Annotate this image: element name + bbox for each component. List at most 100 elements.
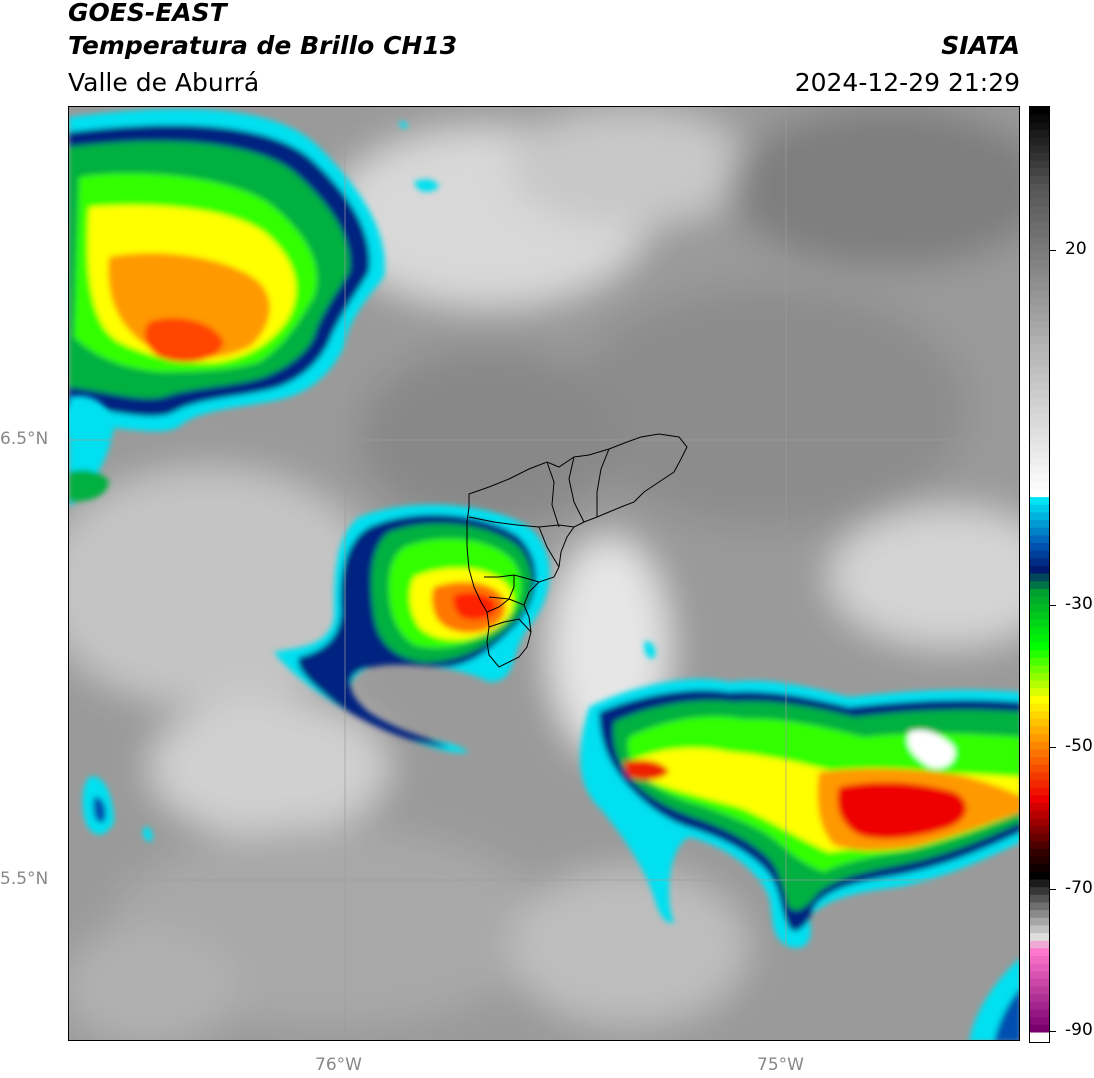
colorbar-band (1030, 313, 1049, 322)
colorbar-band (1030, 917, 1049, 926)
colorbar-band (1030, 497, 1049, 506)
cold-cloud-cell-southeast (580, 678, 1019, 948)
colorbar-band (1030, 978, 1049, 988)
colorbar-tick-minus90 (1050, 1031, 1056, 1032)
colorbar-band (1030, 489, 1049, 498)
colorbar-band (1030, 680, 1049, 689)
colorbar-band (1030, 627, 1049, 636)
cold-cloud-cell-west-edge (69, 395, 114, 507)
colorbar-band (1030, 657, 1049, 666)
municipal-boundaries (466, 433, 688, 668)
colorbar-label-minus50: -50 (1065, 736, 1093, 756)
colorbar-band (1030, 665, 1049, 674)
colorbar-band (1030, 757, 1049, 766)
lon-label-75w: 75°W (757, 1055, 804, 1075)
colorbar-label-20: 20 (1065, 239, 1087, 259)
colorbar-band (1030, 428, 1049, 437)
colorbar-band (1030, 367, 1049, 376)
colorbar-band (1030, 344, 1049, 353)
colorbar-band (1030, 542, 1049, 552)
boundary-line-1 (468, 516, 575, 528)
colorbar-band (1030, 787, 1049, 796)
colorbar-band (1030, 764, 1049, 773)
colorbar-band (1030, 214, 1049, 223)
colorbar-band (1030, 443, 1049, 452)
boundary-line-9 (488, 618, 532, 633)
colorbar-band (1030, 803, 1049, 812)
colorbar-band (1030, 191, 1049, 200)
colorbar-band (1030, 298, 1049, 307)
colorbar-band (1030, 634, 1049, 643)
colorbar-band (1030, 198, 1049, 207)
colorbar-band (1030, 520, 1049, 529)
colorbar-band (1030, 137, 1049, 146)
region-title: Valle de Aburrá (68, 68, 260, 97)
colorbar-band (1030, 481, 1049, 490)
organization-label: SIATA (941, 31, 1020, 60)
colorbar-band (1030, 183, 1049, 192)
colorbar-band (1030, 718, 1049, 728)
colorbar-band (1030, 711, 1049, 720)
colorbar-band (1030, 1009, 1049, 1018)
lat-label-5-5n: 5.5°N (0, 869, 49, 889)
colorbar-band (1030, 390, 1049, 399)
colorbar-band (1030, 848, 1049, 858)
colorbar (1029, 106, 1050, 1043)
colorbar-band (1030, 940, 1049, 949)
colorbar-band (1030, 1024, 1049, 1034)
colorbar-band (1030, 971, 1049, 980)
colorbar-band (1030, 956, 1049, 965)
colorbar-band (1030, 565, 1049, 575)
colorbar-band (1030, 535, 1049, 544)
cold-cloud-cell-small-west (82, 776, 153, 842)
colorbar-band (1030, 382, 1049, 391)
colorbar-band (1030, 726, 1049, 735)
colorbar-label-minus70: -70 (1065, 878, 1093, 898)
colorbar-band (1030, 145, 1049, 154)
colorbar-band (1030, 810, 1049, 819)
colorbar-band (1030, 374, 1049, 383)
colorbar-band (1030, 619, 1049, 628)
colorbar-band (1030, 420, 1049, 429)
colorbar-band (1030, 558, 1049, 567)
boundary-line-4 (596, 448, 610, 517)
colorbar-band (1030, 688, 1049, 697)
colorbar-band (1030, 275, 1049, 284)
cold-cloud-cell-central (274, 504, 550, 753)
colorbar-band (1030, 152, 1049, 162)
colorbar-band (1030, 252, 1049, 261)
colorbar-band (1030, 229, 1049, 238)
colorbar-band (1030, 749, 1049, 758)
colorbar-band (1030, 129, 1049, 139)
colorbar-band (1030, 826, 1049, 835)
colorbar-band (1030, 703, 1049, 712)
colorbar-band (1030, 397, 1049, 406)
colorbar-band (1030, 405, 1049, 414)
cold-cloud-cell-southeast-corner (969, 958, 1019, 1040)
colorbar-band (1030, 451, 1049, 460)
colorbar-band (1030, 107, 1049, 116)
colorbar-band (1030, 925, 1049, 934)
colorbar-band (1030, 833, 1049, 842)
colorbar-label-minus30: -30 (1065, 594, 1093, 614)
colorbar-band (1030, 1032, 1049, 1041)
lon-label-76w: 76°W (315, 1055, 362, 1075)
colorbar-tick-minus70 (1050, 889, 1056, 890)
colorbar-band (1030, 611, 1049, 620)
colorbar-band (1030, 818, 1049, 827)
colorbar-tick-minus50 (1050, 747, 1056, 748)
colorbar-band (1030, 458, 1049, 468)
colorbar-band (1030, 168, 1049, 177)
colorbar-band (1030, 175, 1049, 184)
colorbar-band (1030, 734, 1049, 743)
map-panel[interactable] (68, 106, 1020, 1041)
colorbar-band (1030, 986, 1049, 995)
colorbar-band (1030, 795, 1049, 804)
colorbar-band (1030, 290, 1049, 299)
colorbar-band (1030, 435, 1049, 445)
boundary-line-5 (538, 526, 560, 568)
colorbar-band (1030, 504, 1049, 513)
colorbar-band (1030, 321, 1049, 330)
colorbar-band (1030, 741, 1049, 751)
colorbar-band (1030, 856, 1049, 865)
